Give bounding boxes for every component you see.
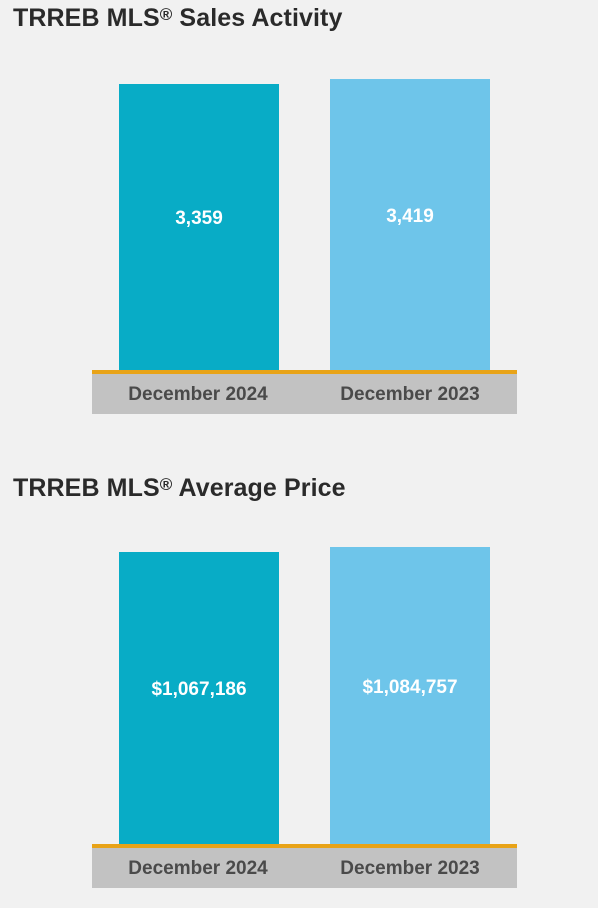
data-label: $1,067,186 [151, 679, 247, 701]
bar-december-2024: $1,067,186 [119, 552, 279, 846]
average-price-chart: TRREB MLS® Average Price $1,067,186 $1,0… [0, 470, 598, 908]
tick-label: December 2024 [128, 384, 268, 405]
plot-area: 3,359 3,419 December 2024 December 2023 [92, 70, 517, 414]
bar-december-2024: 3,359 [119, 83, 279, 372]
tick-label: December 2024 [128, 858, 268, 879]
tick-label: December 2023 [340, 384, 480, 405]
chart-title: TRREB MLS® Sales Activity [13, 4, 343, 32]
bar-december-2023: $1,084,757 [330, 547, 490, 846]
x-axis: December 2024 December 2023 [92, 848, 517, 888]
baseline [92, 844, 517, 848]
chart-title: TRREB MLS® Average Price [13, 474, 346, 502]
plot-area: $1,067,186 $1,084,757 December 2024 Dece… [92, 542, 517, 888]
sales-activity-chart: TRREB MLS® Sales Activity 3,359 3,419 De… [0, 0, 598, 440]
data-label: $1,084,757 [362, 676, 458, 698]
data-label: 3,419 [386, 205, 434, 227]
data-label: 3,359 [175, 208, 223, 230]
tick-label: December 2023 [340, 858, 480, 879]
baseline [92, 370, 517, 374]
x-axis: December 2024 December 2023 [92, 374, 517, 414]
bar-december-2023: 3,419 [330, 78, 490, 372]
